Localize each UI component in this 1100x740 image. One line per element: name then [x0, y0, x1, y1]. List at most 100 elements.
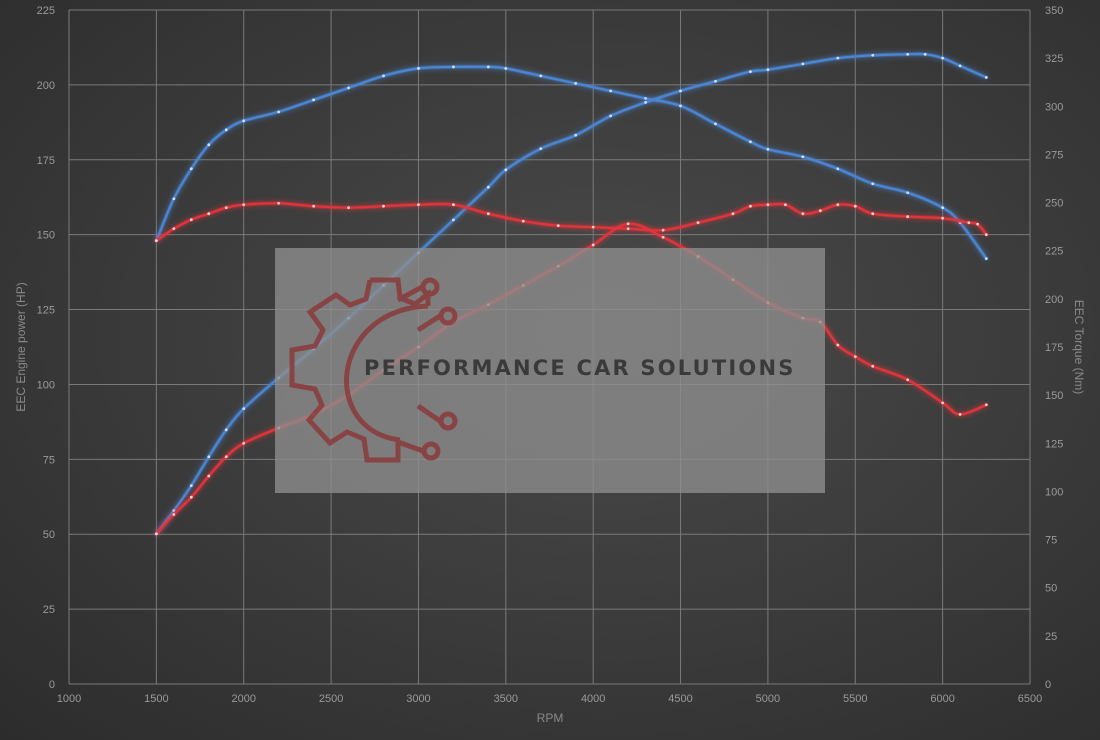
data-point [836, 343, 840, 347]
y-right-tick-label: 150 [1045, 390, 1063, 402]
series-glow [154, 64, 989, 261]
y-left-tick-label: 225 [37, 5, 55, 17]
data-point [941, 401, 945, 405]
data-point [714, 122, 717, 126]
y-right-tick-label: 225 [1045, 246, 1063, 258]
x-tick-label: 5500 [843, 693, 867, 705]
data-point [766, 147, 770, 151]
y-left-tick-label: 150 [37, 230, 55, 242]
data-point [836, 56, 840, 60]
data-point [853, 204, 857, 208]
data-point [766, 203, 770, 207]
y-right-tick-label: 250 [1045, 198, 1063, 210]
series-line [155, 65, 988, 260]
data-point [539, 147, 543, 151]
x-axis-title: RPM [537, 711, 564, 725]
data-point [452, 203, 455, 207]
data-point [486, 212, 490, 216]
data-point [801, 155, 805, 159]
y-right-tick-label: 100 [1045, 486, 1063, 498]
y-right-axis-ticks: 0 25 50 75 100 125 150 175 200 225 250 275 300 325 350 [1045, 5, 1063, 691]
data-point [242, 441, 246, 445]
data-point [574, 133, 578, 137]
x-tick-label: 6500 [1018, 693, 1042, 705]
data-point [679, 104, 682, 108]
data-point [749, 140, 752, 144]
data-point [714, 79, 717, 83]
data-point [749, 70, 752, 74]
y-left-tick-label: 25 [43, 604, 55, 616]
data-point [207, 143, 211, 147]
data-point [382, 74, 385, 78]
data-point [626, 227, 630, 231]
data-point [172, 197, 176, 201]
data-point [801, 62, 805, 66]
y-left-tick-label: 175 [37, 155, 55, 167]
data-point [941, 56, 945, 60]
y-left-axis-title: EEC Engine power (HP) [14, 282, 28, 411]
data-point [539, 74, 543, 78]
x-tick-label: 3500 [494, 693, 518, 705]
x-tick-label: 1000 [57, 693, 81, 705]
data-point [189, 484, 193, 488]
data-point [696, 221, 700, 225]
y-right-tick-label: 300 [1045, 101, 1063, 113]
data-point [277, 110, 281, 114]
data-point [906, 378, 910, 382]
data-point [591, 225, 595, 229]
data-point [504, 67, 508, 70]
data-point [207, 474, 211, 478]
data-point [504, 168, 508, 172]
y-right-axis-title: EEC Torque (Nm) [1072, 300, 1086, 394]
data-point [941, 216, 945, 220]
data-point [818, 209, 822, 213]
data-point [574, 81, 578, 85]
y-left-tick-label: 100 [37, 379, 55, 391]
data-point [853, 355, 857, 359]
data-point [312, 204, 316, 208]
x-tick-label: 2500 [319, 693, 343, 705]
y-right-tick-label: 200 [1045, 294, 1063, 306]
x-tick-label: 5000 [756, 693, 780, 705]
y-right-tick-label: 0 [1045, 679, 1051, 691]
data-point [417, 203, 420, 207]
data-point [347, 86, 350, 90]
data-point [189, 167, 193, 171]
data-point [941, 206, 945, 210]
x-tick-label: 1500 [144, 693, 168, 705]
data-point [224, 455, 228, 459]
data-point [906, 215, 910, 219]
data-point [801, 212, 805, 216]
y-right-tick-label: 325 [1045, 53, 1063, 65]
data-point [661, 235, 665, 239]
data-point [172, 513, 176, 516]
data-point [224, 128, 228, 132]
data-point [871, 212, 875, 216]
data-point [382, 204, 385, 208]
series-line [155, 52, 988, 535]
data-point [417, 67, 420, 70]
data-point [749, 204, 752, 208]
data-point [906, 52, 910, 56]
series-blue-right [154, 51, 989, 536]
data-point [976, 222, 979, 226]
data-point [556, 224, 560, 228]
data-point [661, 228, 665, 232]
x-tick-label: 4000 [581, 693, 605, 705]
data-point [521, 219, 525, 223]
data-point [452, 218, 455, 222]
data-point [984, 403, 988, 407]
x-tick-label: 3000 [406, 693, 430, 705]
data-point [347, 206, 350, 210]
data-point [679, 89, 682, 93]
y-right-tick-label: 50 [1045, 583, 1057, 595]
y-left-axis-ticks: 0 25 50 75 100 125 150 175 200 225 [37, 5, 55, 691]
data-point [591, 243, 595, 247]
data-point [172, 227, 176, 231]
data-point [984, 233, 988, 237]
data-point [154, 239, 158, 243]
data-point [783, 203, 787, 207]
data-point [644, 101, 647, 104]
data-point [626, 222, 630, 226]
